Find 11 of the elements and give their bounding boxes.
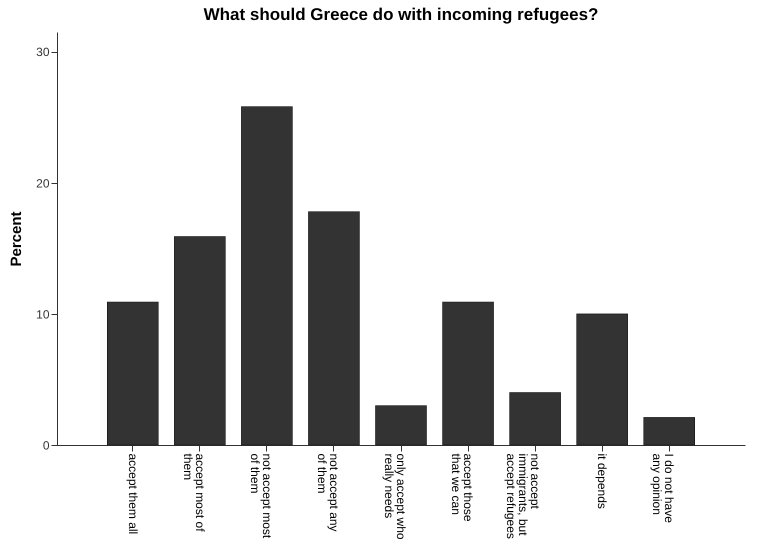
x-tick-label: accept most of them — [180, 454, 207, 532]
y-tick-label: 0 — [42, 438, 50, 452]
y-tick-label: 10 — [36, 307, 50, 322]
y-tick-label: 20 — [36, 176, 50, 190]
x-tick-label: it depends — [595, 454, 610, 509]
x-tick-label: not accept any of them — [314, 454, 341, 532]
x-tick-label: accept them all — [126, 454, 140, 534]
y-axis-title: Percent — [8, 211, 26, 267]
chart-title: What should Greece do with incoming refugees? — [204, 5, 598, 24]
y-tick-label: 30 — [36, 45, 50, 60]
x-tick-label: not accept most of them — [248, 454, 274, 539]
